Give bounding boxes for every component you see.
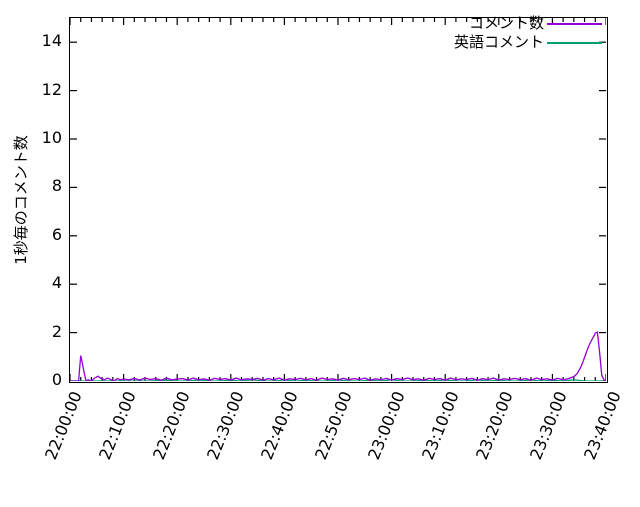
plot-area (69, 17, 608, 383)
x-tick-label: 23:40:00 (580, 388, 625, 463)
y-tick-label: 12 (41, 79, 62, 99)
x-axis-tick-labels: 22:00:00 22:10:00 22:20:00 22:30:00 22:40:00… (41, 389, 625, 463)
legend-color-swatch (547, 42, 602, 44)
y-tick-label: 4 (51, 273, 62, 293)
y-tick-label: 14 (41, 31, 62, 51)
legend-label: コメント数 (468, 14, 544, 32)
x-tick-label: 23:00:00 (364, 388, 410, 463)
data-series-group (70, 331, 606, 381)
y-tick-label: 0 (51, 370, 62, 389)
y-tick-label: 10 (41, 128, 62, 147)
chart-container: 1秒毎のコメント数 0 2 4 6 8 10 12 14 コメント数 英語コメント 22:00:… (0, 0, 625, 480)
x-tick-label: 22:30:00 (202, 388, 248, 463)
series-line-1 (70, 331, 606, 381)
legend-item[interactable]: 英語コメント (440, 33, 606, 52)
legend-label: 英語コメント (453, 33, 544, 51)
x-tick-label: 23:20:00 (472, 388, 517, 463)
y-tick-label: 6 (51, 224, 62, 244)
y-axis-tick-labels: 0 2 4 6 8 10 12 14 (0, 0, 62, 480)
x-tick-label: 23:10:00 (418, 388, 463, 463)
x-tick-label: 22:10:00 (95, 388, 140, 463)
legend-color-swatch (547, 23, 602, 25)
legend-item[interactable]: コメント数 (440, 14, 606, 33)
y-tick-label: 8 (51, 176, 62, 196)
x-tick-label: 22:40:00 (256, 388, 302, 463)
x-tick-label: 22:00:00 (41, 388, 86, 463)
series-line-2 (70, 379, 606, 381)
x-tick-label: 22:20:00 (148, 388, 194, 463)
y-tick-label: 2 (51, 321, 62, 341)
plot-svg (70, 18, 606, 381)
legend: コメント数 英語コメント (440, 14, 606, 52)
x-tick-label: 22:50:00 (310, 388, 356, 463)
x-tick-label: 23:30:00 (526, 388, 571, 463)
